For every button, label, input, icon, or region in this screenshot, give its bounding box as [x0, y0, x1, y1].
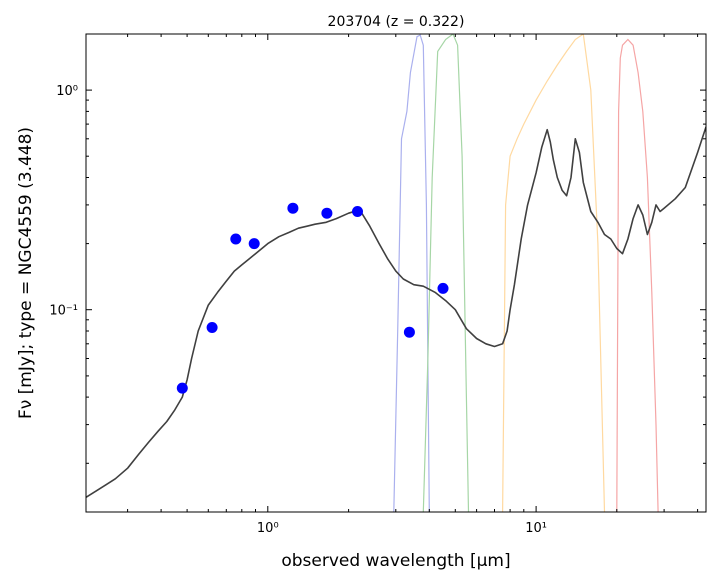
filter-curve-1 [393, 34, 430, 512]
chart-title: 203704 (z = 0.322) [328, 14, 465, 30]
y-axis-label: Fν [mJy]; type = NGC4559 (3.448) [16, 127, 36, 419]
sed-template-line [86, 126, 706, 498]
axis-ticks: 10⁰ 10¹ 10⁻¹ 10⁰ [49, 34, 706, 536]
photometry-point [230, 233, 242, 245]
photometry-point [176, 382, 188, 394]
plot-series [86, 34, 706, 512]
filter-curve-4 [616, 38, 659, 512]
y-tick-label: 10⁻¹ [49, 304, 78, 319]
photometry-point [206, 322, 218, 333]
photometry-point [248, 238, 260, 250]
y-tick-label: 10⁰ [56, 84, 78, 99]
filter-curve-2 [422, 34, 470, 512]
photometry-point [287, 202, 299, 214]
photometry-point [321, 207, 333, 219]
photometry-point [352, 206, 363, 217]
filter-curve-3 [502, 34, 606, 512]
photometry-point [437, 282, 449, 294]
x-tick-label: 10⁰ [257, 521, 279, 536]
x-tick-label: 10¹ [525, 521, 547, 536]
photometry-point [403, 326, 415, 338]
x-axis-label: observed wavelength [μm] [281, 551, 510, 571]
